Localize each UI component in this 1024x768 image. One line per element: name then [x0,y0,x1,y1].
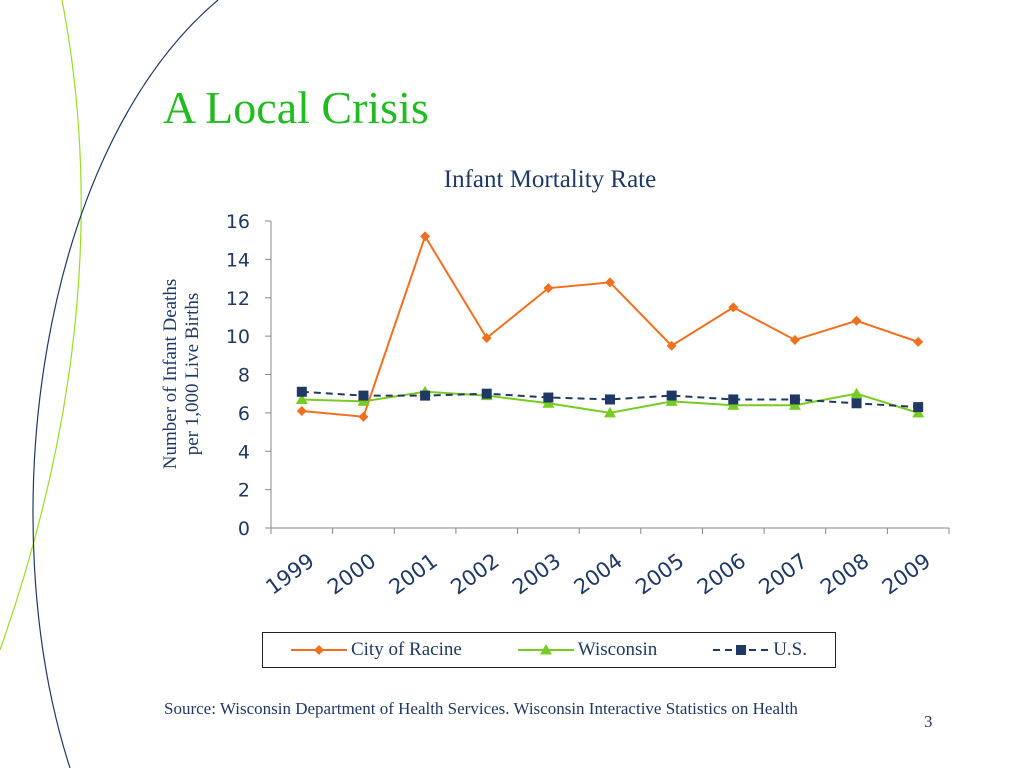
legend-swatch [290,645,347,655]
x-tick-label: 2009 [878,549,935,600]
series-line [301,234,919,418]
y-tick-label: 0 [238,518,250,540]
decorative-blue-curve [32,0,219,768]
data-point [850,387,863,399]
x-tick-label: 2002 [446,549,503,600]
x-tick-label: 2006 [693,549,750,600]
data-point [542,397,555,408]
x-tick-label: 2007 [754,549,811,600]
x-tick-label: 2005 [631,549,688,600]
data-point [788,399,801,410]
y-tick-label: 14 [226,249,250,271]
decorative-green-curve [0,0,82,651]
data-point [481,388,492,399]
legend-label: City of Racine [350,639,462,660]
data-point [727,399,740,410]
data-point [851,398,862,409]
data-point [420,390,431,401]
chart-title: Infant Mortality Rate [444,166,656,193]
legend-label: Wisconsin [577,639,658,660]
y-tick-label: 8 [238,365,250,387]
slide-number: 3 [924,712,933,731]
chart-legend: City of Racine Wisconsin U.S. [262,632,836,668]
legend-marker [736,645,747,655]
infant-mortality-chart: Infant Mortality Rate Number of Infant De… [160,166,950,600]
x-tick-label: 2008 [816,549,873,600]
y-tick-label: 4 [238,441,250,463]
data-point [420,231,431,242]
y-tick-label: 6 [238,403,250,425]
y-tick-label: 16 [226,211,250,233]
data-point [604,406,616,418]
x-tick-label: 2000 [323,549,380,600]
y-tick-label: 10 [226,326,250,348]
series-u-s [296,386,924,413]
data-point [728,394,739,405]
y-tick-label: 12 [226,288,250,310]
y-axis-label: Number of Infant Deathsper 1,000 Live Bi… [160,279,203,469]
data-point [358,411,369,422]
legend-item: Wisconsin [517,639,658,661]
data-point [913,336,924,347]
legend-marker [539,644,552,655]
legend-marker [313,645,324,655]
data-point [728,302,739,313]
legend-item: City of Racine [290,639,462,661]
data-point [912,406,925,418]
data-point [789,334,800,345]
data-point [665,395,678,406]
legend-swatch [517,644,574,655]
data-point [295,393,308,404]
data-point [481,333,492,344]
legend-swatch [713,645,770,655]
data-point [543,392,554,403]
data-point [358,390,369,401]
legend-item: U.S. [713,639,807,661]
x-tick-label: 2004 [570,549,627,600]
source-note: Source: Wisconsin Department of Health S… [164,699,798,718]
x-tick-label: 2001 [385,549,442,600]
data-point [605,394,615,405]
data-point [666,340,677,351]
x-tick-label: 1999 [261,549,318,600]
data-point [296,405,307,416]
data-point [913,402,924,413]
data-point [666,390,677,401]
data-point [605,277,615,288]
series-line [301,390,919,409]
legend-label: U.S. [773,639,807,660]
data-point [543,283,554,294]
data-point [357,395,370,406]
data-point [789,394,800,405]
slide-title: A Local Crisis [163,82,429,133]
data-point [851,315,862,326]
x-tick-label: 2003 [508,549,565,600]
y-tick-label: 2 [238,480,250,502]
data-point [296,386,307,397]
series-city-of-racine [296,231,924,422]
